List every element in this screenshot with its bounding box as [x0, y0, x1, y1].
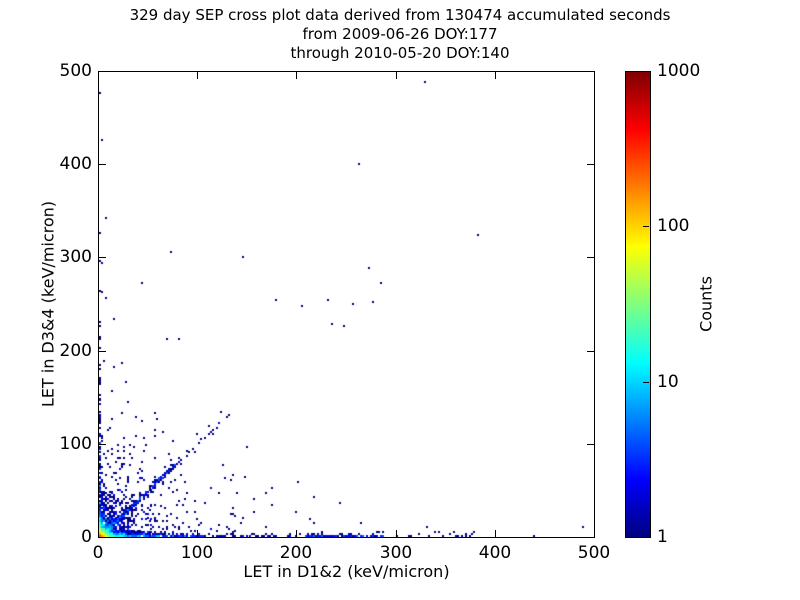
- y-tick-label: 100: [59, 434, 92, 454]
- x-tick-mark-bottom: [396, 530, 397, 537]
- colorbar-tick-mark: [643, 226, 649, 227]
- chart-title-line-3: through 2010-05-20 DOY:140: [290, 44, 510, 62]
- y-tick-mark-left: [99, 257, 106, 258]
- y-tick-label: 500: [59, 61, 92, 81]
- x-axis-label: LET in D1&2 (keV/micron): [243, 562, 450, 581]
- colorbar-tick-label: 10: [657, 372, 679, 392]
- y-tick-mark-right: [587, 351, 594, 352]
- y-tick-mark-right: [587, 537, 594, 538]
- x-tick-label: 0: [92, 543, 104, 563]
- y-tick-mark-left: [99, 71, 106, 72]
- x-tick-label: 500: [577, 543, 611, 563]
- y-tick-mark-right: [587, 71, 594, 72]
- colorbar-gradient: [625, 71, 651, 538]
- y-axis-label: LET in D3&4 (keV/micron): [38, 200, 58, 408]
- x-tick-mark-top: [197, 72, 198, 79]
- y-tick-label: 300: [59, 247, 92, 267]
- x-tick-label: 100: [180, 543, 214, 563]
- x-tick-mark-top: [98, 72, 99, 79]
- y-tick-label: 0: [81, 527, 92, 547]
- plot-area: [98, 71, 595, 538]
- y-tick-mark-left: [99, 444, 106, 445]
- colorbar-tick-label: 100: [657, 216, 690, 236]
- x-tick-label: 300: [379, 543, 413, 563]
- y-tick-mark-left: [99, 537, 106, 538]
- x-tick-mark-bottom: [495, 530, 496, 537]
- x-tick-mark-top: [296, 72, 297, 79]
- x-tick-mark-bottom: [98, 530, 99, 537]
- y-tick-label: 200: [59, 341, 92, 361]
- x-tick-label: 200: [279, 543, 313, 563]
- x-tick-mark-bottom: [296, 530, 297, 537]
- y-tick-mark-right: [587, 257, 594, 258]
- colorbar-tick-label: 1000: [657, 61, 701, 81]
- x-tick-mark-top: [495, 72, 496, 79]
- colorbar-tick-mark: [643, 382, 649, 383]
- y-tick-mark-right: [587, 444, 594, 445]
- x-tick-mark-bottom: [594, 530, 595, 537]
- x-tick-mark-bottom: [197, 530, 198, 537]
- chart-title-line-2: from 2009-06-26 DOY:177: [302, 25, 498, 43]
- x-tick-mark-top: [396, 72, 397, 79]
- chart-title: 329 day SEP cross plot data derived from…: [0, 6, 800, 63]
- y-tick-label: 400: [59, 154, 92, 174]
- y-tick-mark-left: [99, 351, 106, 352]
- y-tick-mark-left: [99, 164, 106, 165]
- x-tick-mark-top: [594, 72, 595, 79]
- colorbar-tick-label: 1: [657, 527, 668, 547]
- scatter-points-canvas: [99, 72, 594, 537]
- y-tick-mark-right: [587, 164, 594, 165]
- colorbar-label: Counts: [696, 276, 716, 332]
- chart-title-line-1: 329 day SEP cross plot data derived from…: [129, 6, 671, 24]
- x-tick-label: 400: [478, 543, 512, 563]
